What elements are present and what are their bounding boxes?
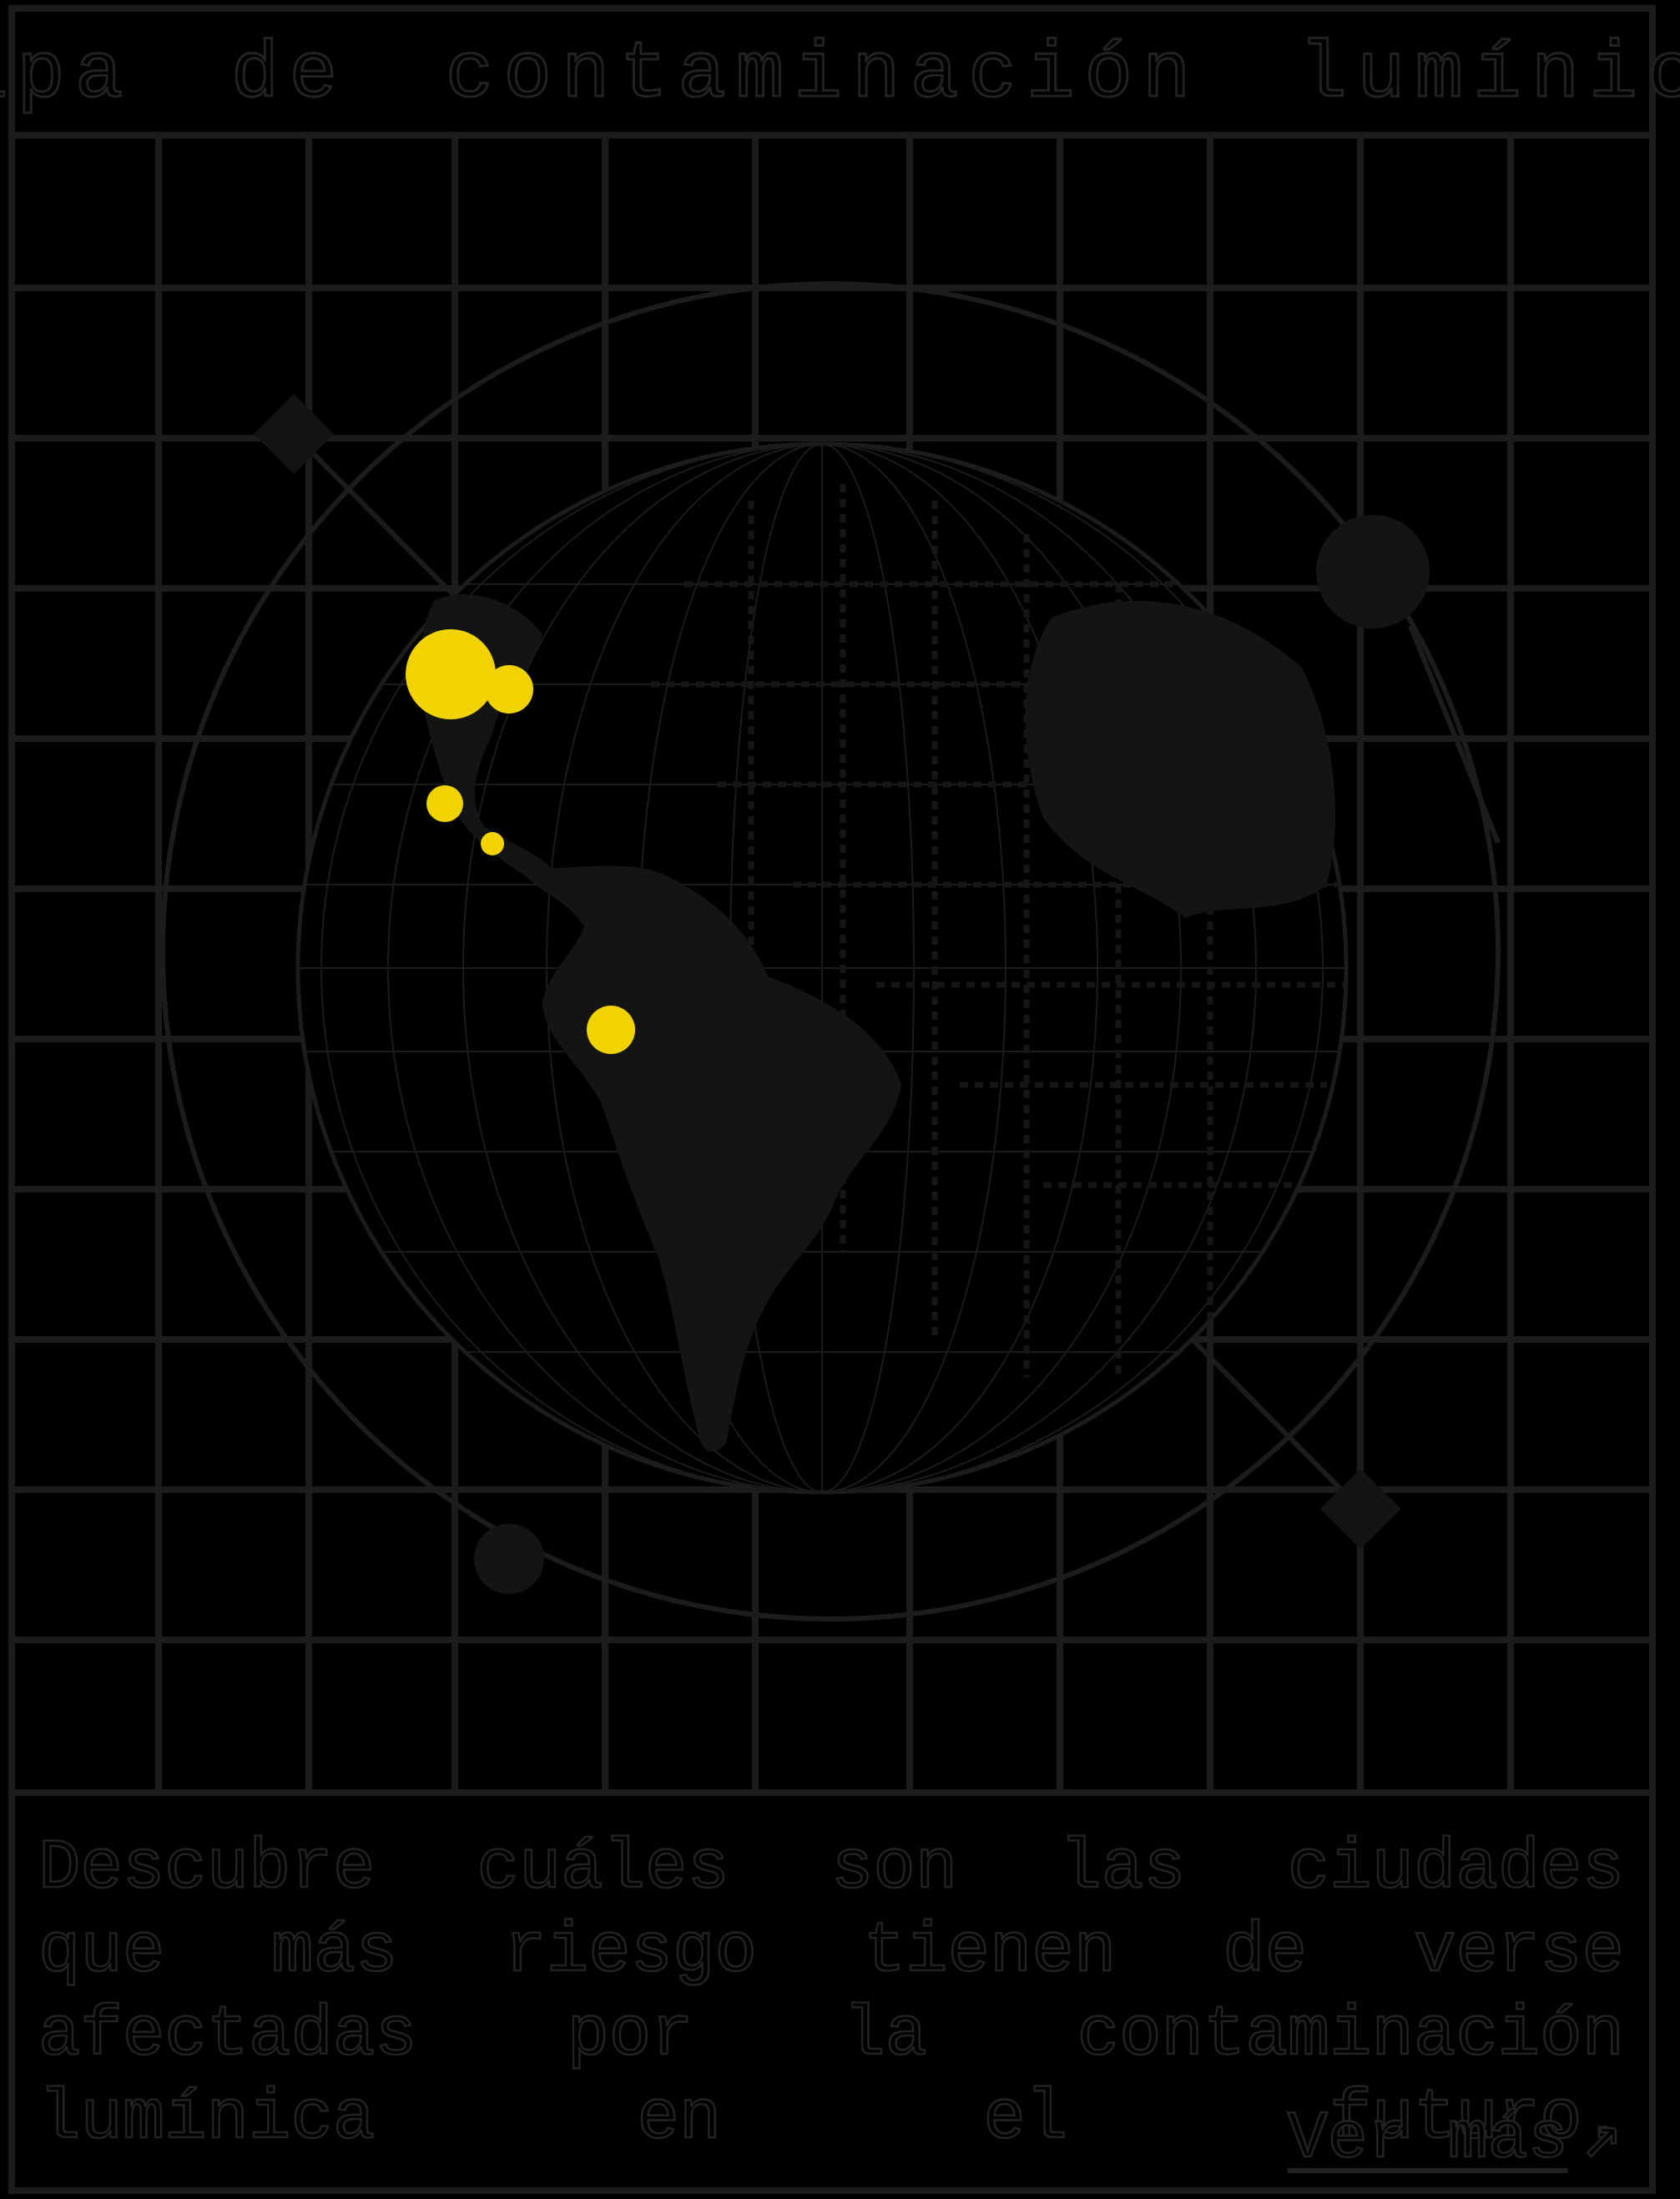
card-title: Mapa de contaminación lumínica: [0, 28, 1680, 121]
orbit-node-top-right: [1316, 515, 1430, 628]
hotspots: [406, 629, 635, 1054]
hotspot-medium: [485, 665, 533, 714]
hotspot-large: [406, 629, 496, 719]
hotspot-tiny: [481, 832, 504, 855]
see-more-link[interactable]: Ver más ↗: [1287, 2095, 1623, 2179]
orbit-node-bottom-left: [474, 1524, 544, 1594]
landmass-americas: [420, 594, 901, 1452]
hotspot-south: [587, 1006, 635, 1054]
arrow-up-right-icon: ↗: [1581, 2101, 1623, 2179]
card-description: Descubre cuáles son las ciudades que más…: [38, 1828, 1626, 2161]
axis-diamond-top: [253, 393, 335, 475]
axis-diamond-bottom: [1319, 1468, 1401, 1550]
orbit-ring: [160, 281, 1501, 1622]
card-frame: [8, 5, 1656, 2194]
landmass-east: [1025, 601, 1335, 918]
globe: [295, 441, 1349, 1495]
hotspot-small: [426, 785, 463, 822]
see-more-label: Ver más: [1287, 2101, 1570, 2179]
